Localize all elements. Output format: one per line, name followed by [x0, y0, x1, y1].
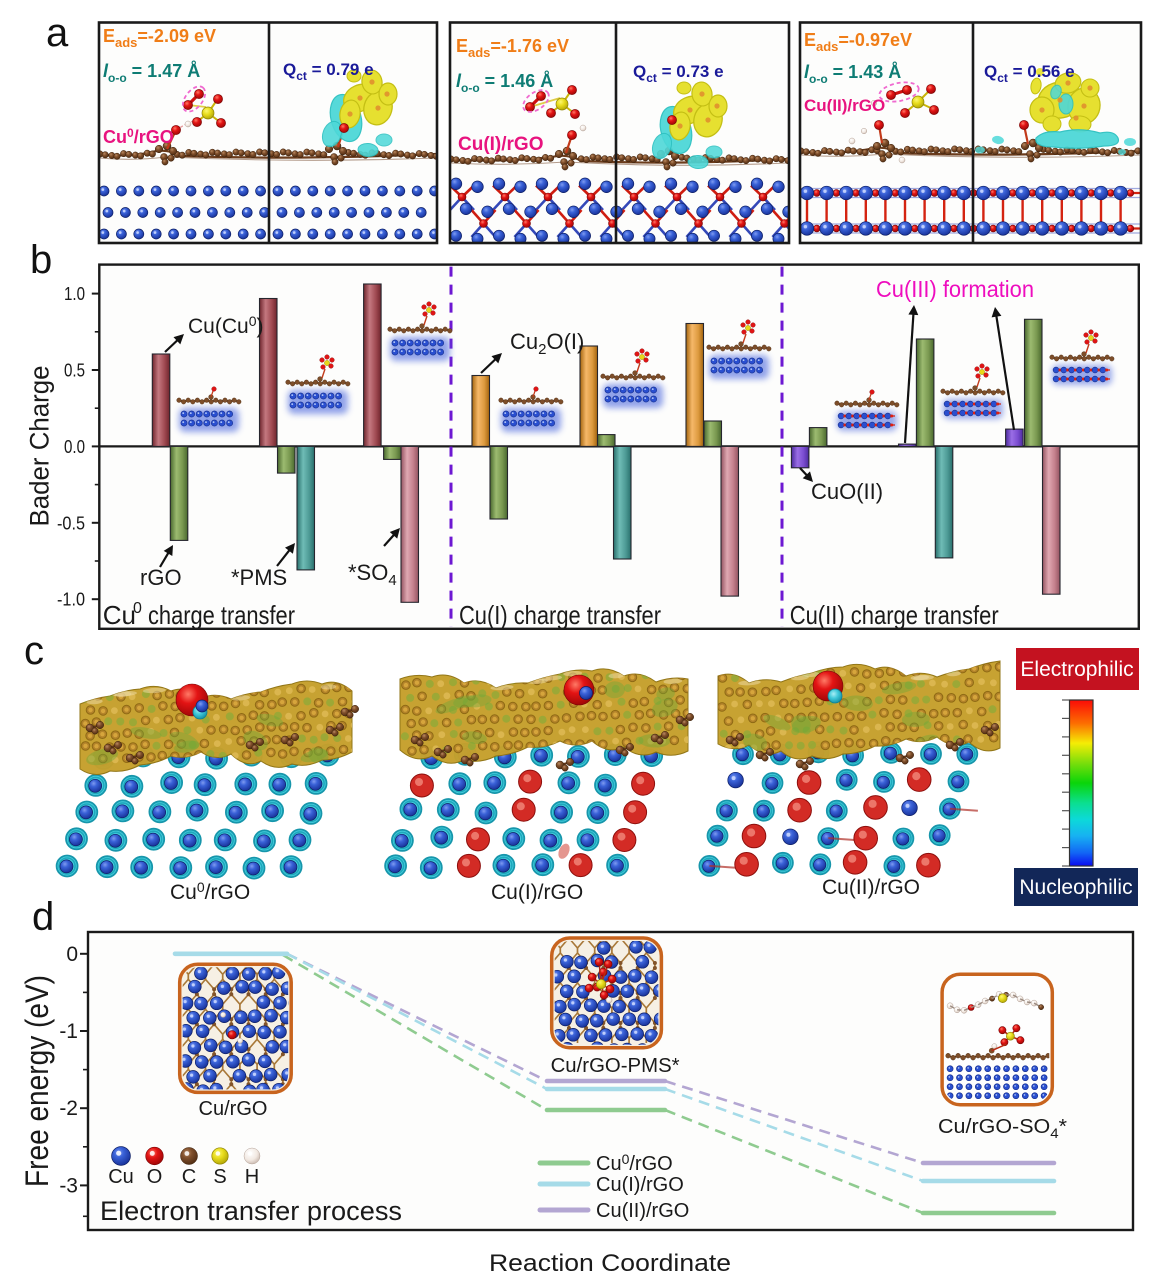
- svg-text:-3: -3: [59, 1174, 78, 1197]
- svg-text:Cu0/rGO: Cu0/rGO: [103, 126, 174, 147]
- svg-text:charge transfer: charge transfer: [148, 600, 295, 630]
- svg-text:0.0: 0.0: [64, 437, 85, 457]
- svg-text:Cu: Cu: [103, 600, 136, 630]
- svg-text:Cu(II)/rGO: Cu(II)/rGO: [822, 876, 920, 899]
- svg-text:Bader Charge: Bader Charge: [24, 366, 54, 527]
- svg-text:Cu2O(I): Cu2O(I): [510, 329, 584, 358]
- svg-text:Electron transfer process: Electron transfer process: [100, 1196, 402, 1226]
- svg-text:0: 0: [66, 943, 78, 966]
- svg-text:O: O: [147, 1166, 163, 1188]
- svg-text:Cu(II)/rGO: Cu(II)/rGO: [596, 1200, 689, 1222]
- svg-text:Cu0/rGO: Cu0/rGO: [170, 879, 250, 904]
- svg-text:Cu: Cu: [108, 1166, 134, 1188]
- svg-text:Cu(I) charge transfer: Cu(I) charge transfer: [459, 600, 661, 630]
- svg-text:*PMS: *PMS: [231, 565, 287, 590]
- svg-text:Cu(I)/rGO: Cu(I)/rGO: [596, 1174, 684, 1196]
- svg-text:Nucleophilic: Nucleophilic: [1019, 876, 1132, 899]
- svg-text:Cu(II)/rGO: Cu(II)/rGO: [804, 96, 885, 115]
- svg-text:Cu/rGO: Cu/rGO: [199, 1098, 268, 1120]
- svg-text:Electrophilic: Electrophilic: [1020, 658, 1133, 681]
- svg-text:rGO: rGO: [140, 565, 182, 590]
- svg-text:C: C: [182, 1166, 196, 1188]
- svg-text:1.0: 1.0: [64, 284, 85, 304]
- svg-text:d: d: [32, 895, 54, 939]
- svg-text:Cu/rGO-SO4*: Cu/rGO-SO4*: [938, 1116, 1067, 1141]
- svg-text:-2: -2: [59, 1097, 78, 1120]
- svg-text:c: c: [24, 629, 44, 673]
- svg-text:b: b: [30, 238, 52, 282]
- svg-text:H: H: [245, 1166, 259, 1188]
- svg-text:Cu(II) charge transfer: Cu(II) charge transfer: [790, 600, 999, 630]
- svg-text:Cu(III) formation: Cu(III) formation: [876, 276, 1034, 302]
- svg-text:-0.5: -0.5: [57, 513, 85, 533]
- svg-text:-1: -1: [59, 1020, 78, 1043]
- svg-text:Cu(I)/rGO: Cu(I)/rGO: [458, 134, 544, 155]
- svg-text:Reaction Coordinate: Reaction Coordinate: [489, 1250, 731, 1277]
- svg-text:S: S: [213, 1166, 226, 1188]
- svg-text:Cu(I)/rGO: Cu(I)/rGO: [491, 881, 583, 904]
- svg-text:a: a: [46, 11, 69, 55]
- svg-text:-1.0: -1.0: [57, 590, 85, 610]
- svg-text:Cu0/rGO: Cu0/rGO: [596, 1151, 673, 1175]
- svg-text:0: 0: [133, 600, 142, 617]
- svg-text:0.5: 0.5: [64, 361, 85, 381]
- svg-text:Free energy (eV): Free energy (eV): [19, 975, 55, 1187]
- svg-text:Cu/rGO-PMS*: Cu/rGO-PMS*: [551, 1055, 680, 1077]
- svg-text:CuO(II): CuO(II): [811, 479, 883, 504]
